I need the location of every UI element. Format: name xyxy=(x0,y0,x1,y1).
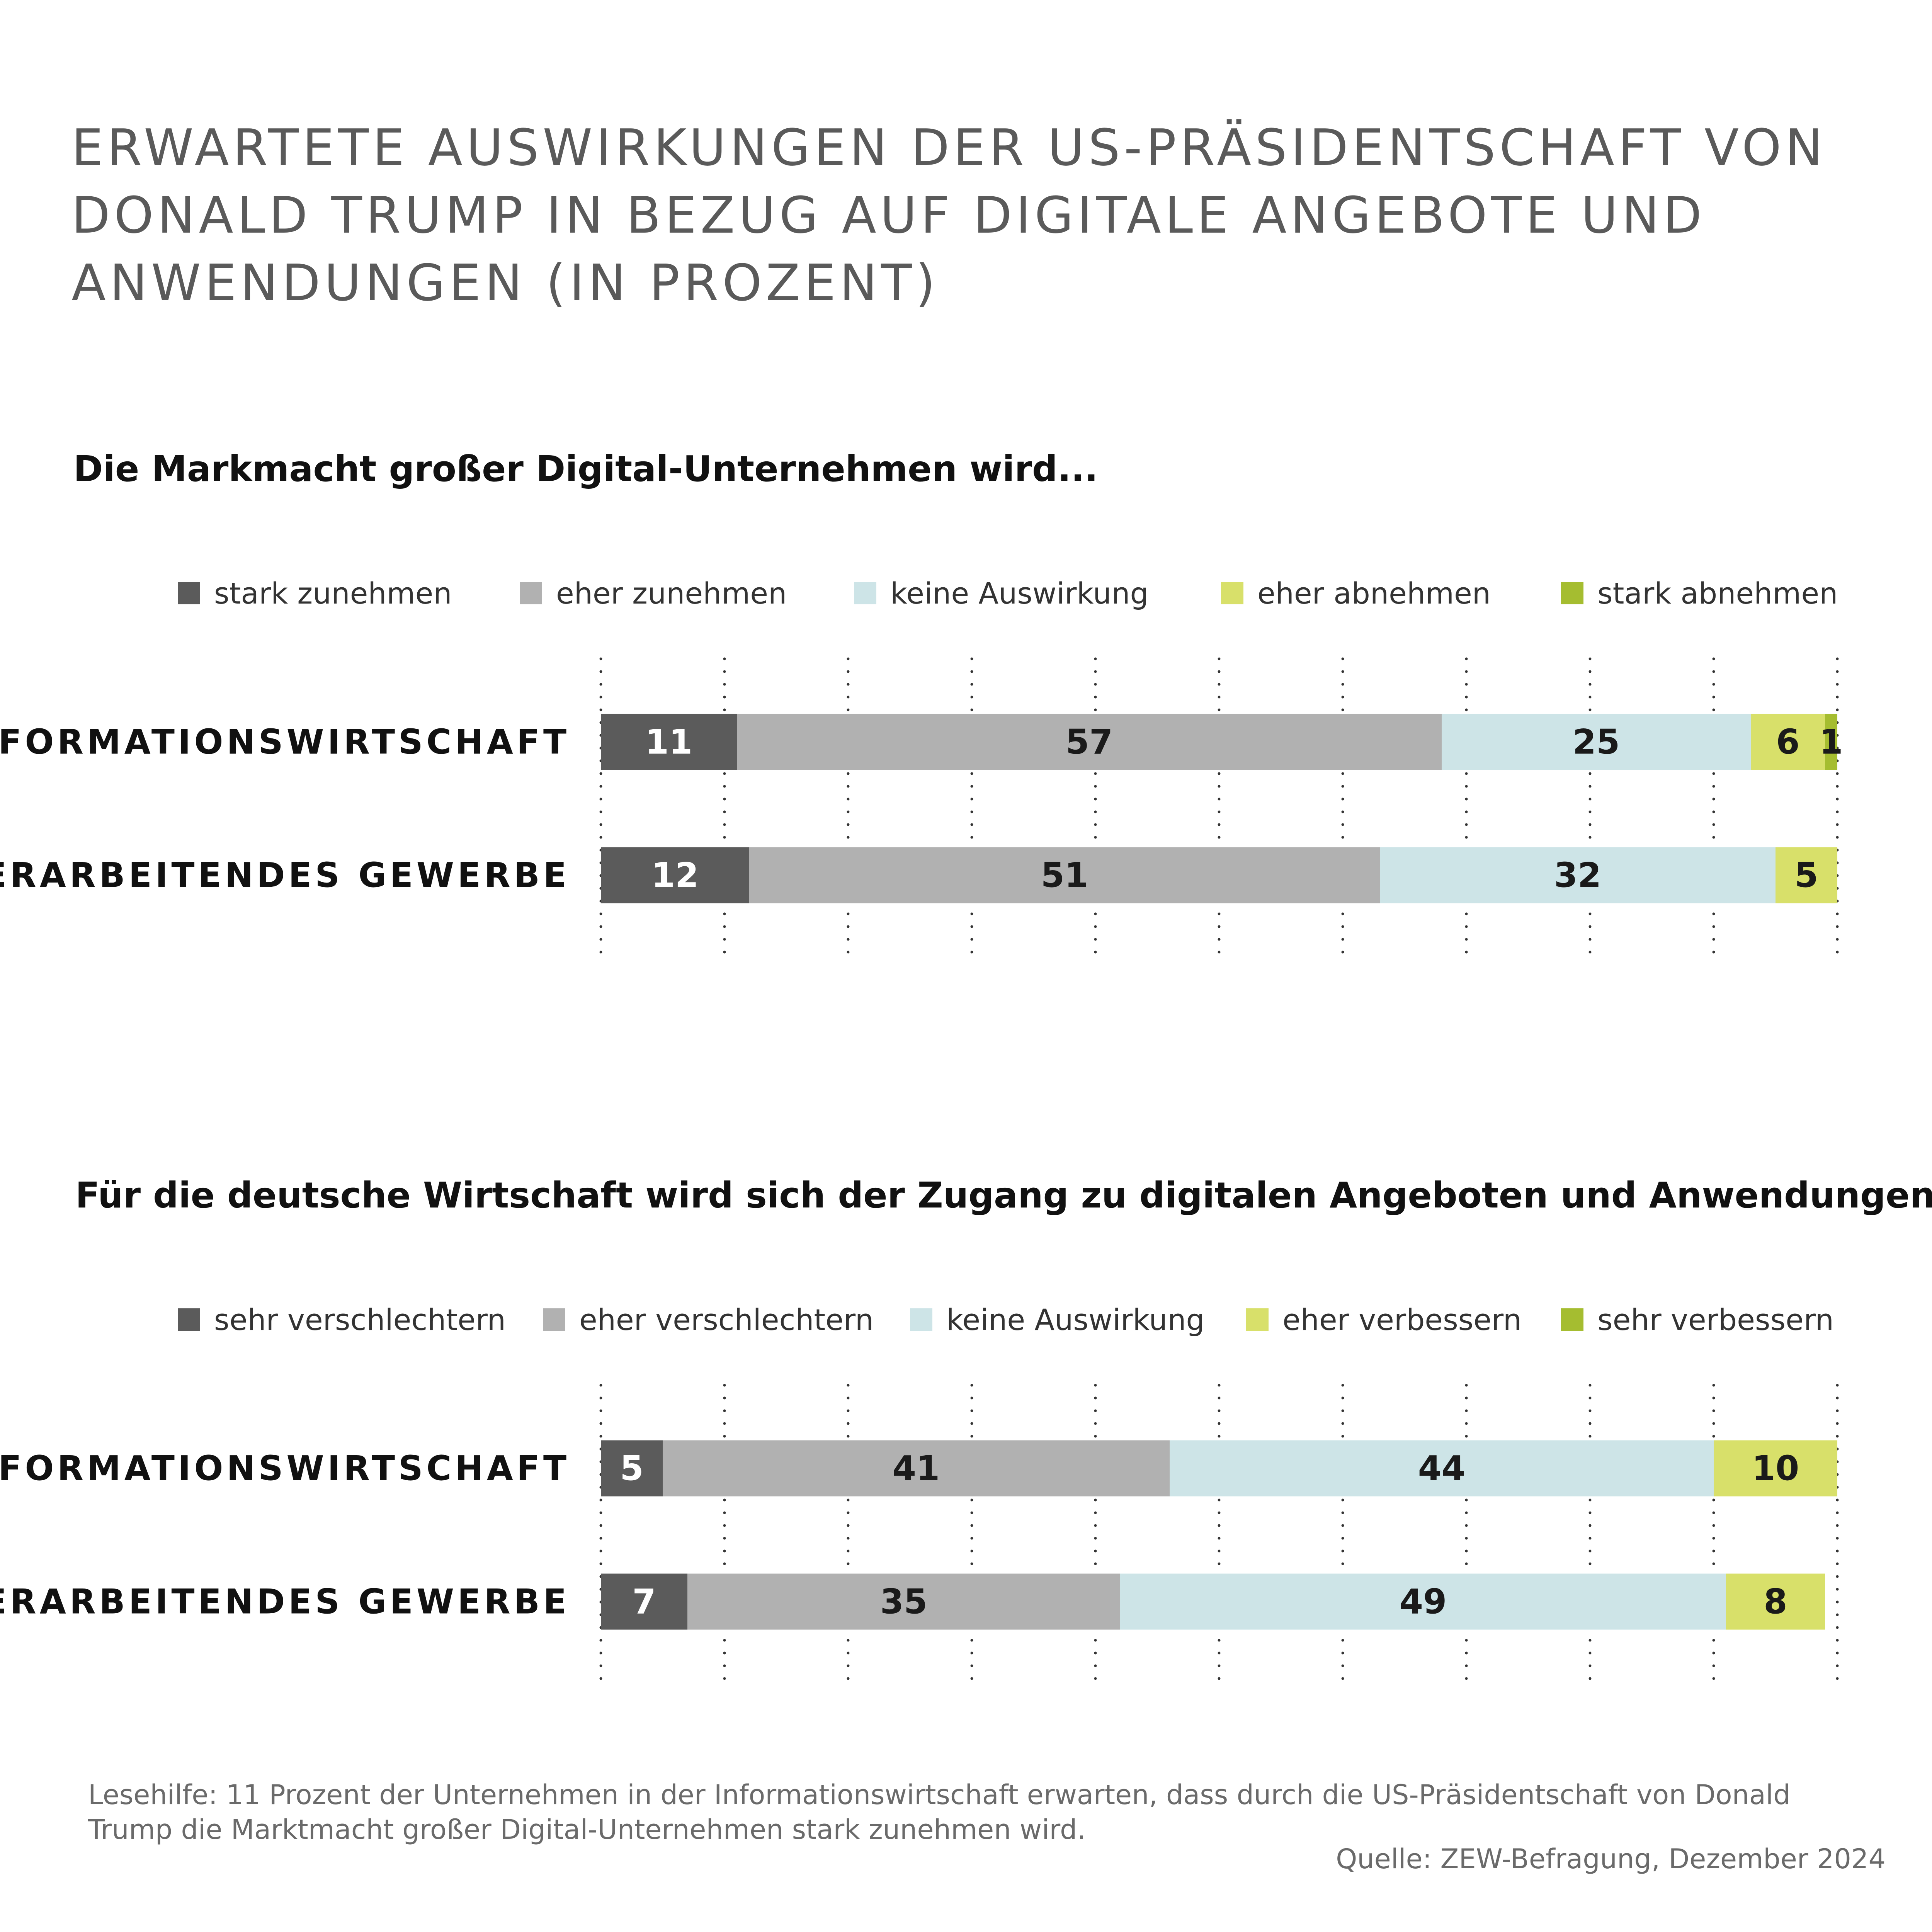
legend-item: keine Auswirkung xyxy=(910,1298,1205,1341)
data-label: 51 xyxy=(1041,855,1088,895)
legend-item: sehr verbessern xyxy=(1561,1298,1834,1341)
data-label: 44 xyxy=(1418,1449,1465,1488)
legend-item: eher abnehmen xyxy=(1221,572,1491,614)
bar-segment xyxy=(1442,714,1751,770)
chart-title: ERWARTETE AUSWIRKUNGEN DER US-PRÄSIDENTS… xyxy=(71,114,1849,317)
legend-swatch xyxy=(1561,1308,1583,1331)
legend: stark zunehmen eher zunehmen keine Auswi… xyxy=(0,572,1932,614)
legend-swatch xyxy=(854,582,876,604)
data-label: 10 xyxy=(1752,1449,1799,1488)
bar-segment xyxy=(1170,1440,1714,1497)
legend-item: eher zunehmen xyxy=(520,572,787,614)
bar-segment xyxy=(1751,714,1825,770)
legend: sehr verschlechtern eher verschlechtern … xyxy=(0,1298,1932,1341)
chart-title-line: DONALD TRUMP IN BEZUG AUF DIGITALE ANGEB… xyxy=(71,186,1706,245)
bar-segment xyxy=(749,847,1380,903)
legend-swatch xyxy=(178,582,200,604)
bar-segment xyxy=(1825,714,1837,770)
bar-segment xyxy=(601,1440,663,1497)
data-label: 57 xyxy=(1066,722,1113,762)
source-note: Quelle: ZEW-Befragung, Dezember 2024 xyxy=(1336,1843,1886,1875)
panel-subtitle: Für die deutsche Wirtschaft wird sich de… xyxy=(75,1175,1932,1216)
legend-item: stark abnehmen xyxy=(1561,572,1838,614)
bar-segment xyxy=(1726,1573,1825,1630)
legend-label: eher zunehmen xyxy=(556,576,787,611)
data-label: 25 xyxy=(1573,722,1620,762)
data-label: 6 xyxy=(1776,722,1799,762)
legend-item: eher verschlechtern xyxy=(543,1298,874,1341)
legend-label: eher abnehmen xyxy=(1257,576,1491,611)
data-label: 49 xyxy=(1400,1582,1447,1622)
panel-subtitle: Die Markmacht großer Digital-Unternehmen… xyxy=(73,448,1098,490)
chart-title-line: ANWENDUNGEN (IN PROZENT) xyxy=(71,253,939,312)
bar-segment xyxy=(663,1440,1170,1497)
legend-swatch xyxy=(910,1308,932,1331)
chart-title-line: ERWARTETE AUSWIRKUNGEN DER US-PRÄSIDENTS… xyxy=(71,118,1827,177)
legend-label: eher verschlechtern xyxy=(579,1302,874,1337)
data-label: 32 xyxy=(1554,855,1601,895)
footnote-reading-aid: Lesehilfe: 11 Prozent der Unternehmen in… xyxy=(88,1779,1791,1845)
legend-label: keine Auswirkung xyxy=(890,576,1149,611)
bar-segment xyxy=(1714,1440,1837,1497)
legend-item: stark zunehmen xyxy=(178,572,452,614)
bar-segment xyxy=(1380,847,1776,903)
bar-segment xyxy=(1776,847,1837,903)
data-label: 1 xyxy=(1819,722,1843,762)
legend-label: sehr verbessern xyxy=(1597,1302,1834,1337)
bar-segment xyxy=(601,847,749,903)
stacked-bar-chart: INFORMATIONSWIRTSCHAFT 11 57 25 6 1 VERARBEITE… xyxy=(0,657,1843,964)
category-label: VERARBEITENDES GEWERBE xyxy=(0,1582,570,1622)
bar-segment xyxy=(687,1573,1120,1630)
legend-item: sehr verschlechtern xyxy=(178,1298,506,1341)
chart-panel-digital-access: Für die deutsche Wirtschaft wird sich de… xyxy=(0,1151,1932,1719)
data-label: 8 xyxy=(1764,1582,1787,1622)
bar-segment xyxy=(1120,1573,1726,1630)
legend-swatch xyxy=(178,1308,200,1331)
bar-segment xyxy=(737,714,1442,770)
category-label: INFORMATIONSWIRTSCHAFT xyxy=(0,722,570,762)
data-label: 12 xyxy=(651,855,699,895)
legend-swatch xyxy=(1221,582,1243,604)
legend-label: eher verbessern xyxy=(1282,1302,1522,1337)
legend-label: stark abnehmen xyxy=(1597,576,1838,611)
legend-item: keine Auswirkung xyxy=(854,572,1149,614)
data-label: 35 xyxy=(880,1582,927,1622)
bar-segment xyxy=(601,1573,687,1630)
legend-label: keine Auswirkung xyxy=(946,1302,1205,1337)
legend-label: stark zunehmen xyxy=(214,576,452,611)
stacked-bar-chart: INFORMATIONSWIRTSCHAFT 5 41 44 10 VERARBEITEN… xyxy=(0,1384,1839,1690)
data-label: 11 xyxy=(645,722,692,762)
category-label: VERARBEITENDES GEWERBE xyxy=(0,855,570,895)
legend-swatch xyxy=(520,582,542,604)
bar-segment xyxy=(601,714,737,770)
data-label: 41 xyxy=(893,1449,940,1488)
legend-swatch xyxy=(1246,1308,1269,1331)
chart-panel-market-power: Die Markmacht großer Digital-Unternehmen… xyxy=(0,425,1932,985)
data-label: 5 xyxy=(1794,855,1818,895)
legend-label: sehr verschlechtern xyxy=(214,1302,506,1337)
legend-swatch xyxy=(1561,582,1583,604)
category-label: INFORMATIONSWIRTSCHAFT xyxy=(0,1449,570,1488)
legend-item: eher verbessern xyxy=(1246,1298,1522,1341)
data-label: 7 xyxy=(632,1582,656,1622)
legend-swatch xyxy=(543,1308,565,1331)
data-label: 5 xyxy=(620,1449,643,1488)
